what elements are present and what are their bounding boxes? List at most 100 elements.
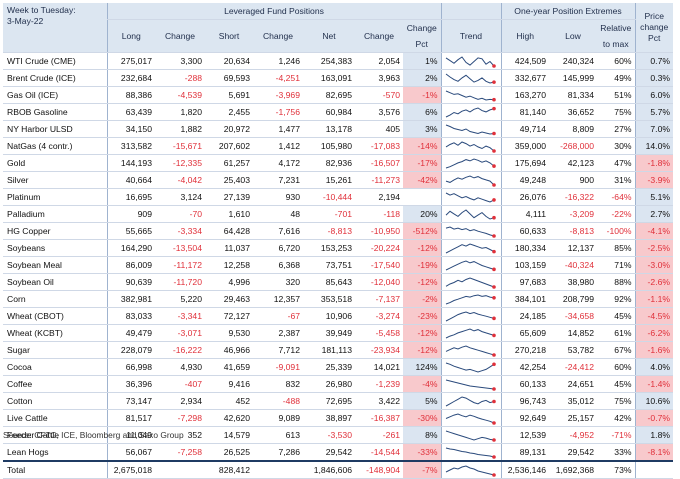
cell-short: 29,463 (205, 290, 253, 308)
cell-short: 69,593 (205, 69, 253, 87)
cell-long: 40,664 (106, 171, 155, 189)
trend-sparkline (440, 52, 501, 70)
cell-change-pct: 20% (403, 205, 441, 223)
sparkline-line (445, 379, 495, 389)
cell-high: 332,677 (500, 69, 549, 87)
table-row: WTI Crude (CME) 275,017 3,300 20,634 1,246 25… (3, 52, 673, 70)
cell-long: 73,147 (106, 392, 155, 410)
cell-high: 103,159 (500, 256, 549, 274)
cell-long: 228,079 (106, 341, 155, 359)
sparkline-svg (445, 242, 496, 253)
cell-change2: -4,251 (253, 69, 303, 87)
cell-price-change: -6.2% (634, 324, 673, 342)
cell-high: 359,000 (500, 137, 549, 155)
cell-low: 240,324 (549, 52, 597, 70)
cell-change-pct: -23% (403, 307, 441, 325)
cell-change: -11,172 (155, 256, 205, 274)
cell-high: 175,694 (500, 154, 549, 172)
cell-relative: 31% (597, 171, 635, 189)
sparkline-last-point (492, 163, 496, 168)
table-row: Cotton 73,147 2,934 452 -488 72,695 3,422 5% 96,… (3, 392, 673, 410)
cell-high: 96,743 (500, 392, 549, 410)
cell-name: Live Cattle (3, 409, 107, 427)
cell-change3: -12,040 (355, 273, 403, 291)
cell-high: 180,334 (500, 239, 549, 257)
cell-short: 46,966 (205, 341, 253, 359)
sparkline-line (445, 242, 495, 253)
cell-long: 86,009 (106, 256, 155, 274)
cell-change-pct: 3% (403, 120, 441, 138)
sparkline-svg (445, 124, 496, 135)
cell-change (155, 460, 205, 479)
cell-change-pct: -1% (403, 86, 441, 104)
cell-change2: 12,357 (253, 290, 303, 308)
sparkline-last-point (492, 386, 496, 391)
sparkline-line (445, 395, 495, 406)
trend-sparkline (440, 154, 501, 172)
sparkline-svg (445, 157, 496, 168)
cell-net: -701 (303, 205, 355, 223)
cell-name: Coffee (3, 375, 107, 393)
cell-name: Platinum (3, 188, 107, 206)
sparkline-svg (445, 464, 496, 477)
cell-relative: 49% (597, 69, 635, 87)
trend-sparkline (440, 120, 501, 138)
cell-net: 163,091 (303, 69, 355, 87)
cell-relative: 92% (597, 290, 635, 308)
cell-short: 20,972 (205, 120, 253, 138)
trend-sparkline (440, 409, 501, 427)
sparkline-line (445, 430, 495, 441)
cell-change: -3,334 (155, 222, 205, 240)
cell-relative: 42% (597, 409, 635, 427)
cell-long: 909 (106, 205, 155, 223)
cell-change: -7,258 (155, 443, 205, 462)
table-row: NY Harbor ULSD 34,150 1,882 20,972 1,477 13,1… (3, 120, 673, 138)
cell-change: 3,300 (155, 52, 205, 70)
sparkline-last-point (492, 148, 496, 153)
cell-high: 81,140 (500, 103, 549, 121)
cell-short: 4,996 (205, 273, 253, 291)
sparkline-line (445, 259, 495, 270)
cell-change-pct: -12% (403, 239, 441, 257)
cell-price-change: 5.7% (634, 103, 673, 121)
sparkline-line (445, 293, 495, 304)
col-short-header: Short (205, 19, 253, 53)
cell-relative: 47% (597, 154, 635, 172)
cell-name: Palladium (3, 205, 107, 223)
cell-name: Silver (3, 171, 107, 189)
trend-sparkline (440, 86, 501, 104)
cell-change: -4,042 (155, 171, 205, 189)
sparkline-last-point (492, 316, 496, 320)
cell-relative: 85% (597, 239, 635, 257)
cell-change: -288 (155, 69, 205, 87)
cell-high: 4,111 (500, 205, 549, 223)
col-long-header: Long (106, 19, 155, 53)
cell-high: 60,133 (500, 375, 549, 393)
table-row: Corn 382,981 5,220 29,463 12,357 353,518 -7,13… (3, 290, 673, 308)
trend-sparkline (440, 239, 501, 257)
cell-change-pct: -512% (403, 222, 441, 240)
cell-change2: 832 (253, 375, 303, 393)
cell-name: HG Copper (3, 222, 107, 240)
cell-low: 25,157 (549, 409, 597, 427)
cell-price-change (634, 460, 673, 479)
sparkline-svg (445, 140, 496, 153)
cell-change2: 2,387 (253, 324, 303, 342)
cell-price-change: -3.9% (634, 171, 673, 189)
cell-high: 424,509 (500, 52, 549, 70)
cell-long: 232,684 (106, 69, 155, 87)
cell-change3: -17,083 (355, 137, 403, 155)
cell-low: 1,692,368 (549, 460, 597, 479)
cell-long: 382,981 (106, 290, 155, 308)
sparkline-last-point (492, 420, 496, 425)
cell-net: 82,936 (303, 154, 355, 172)
cell-net: 1,846,606 (303, 460, 355, 479)
sparkline-line (445, 310, 495, 321)
cell-short: 1,610 (205, 205, 253, 223)
cell-name: Cotton (3, 392, 107, 410)
cell-change2: 320 (253, 273, 303, 291)
cell-price-change: 10.6% (634, 392, 673, 410)
col-high-header: High (500, 19, 549, 53)
cell-change-pct: 1% (403, 52, 441, 70)
cell-change2 (253, 460, 303, 479)
